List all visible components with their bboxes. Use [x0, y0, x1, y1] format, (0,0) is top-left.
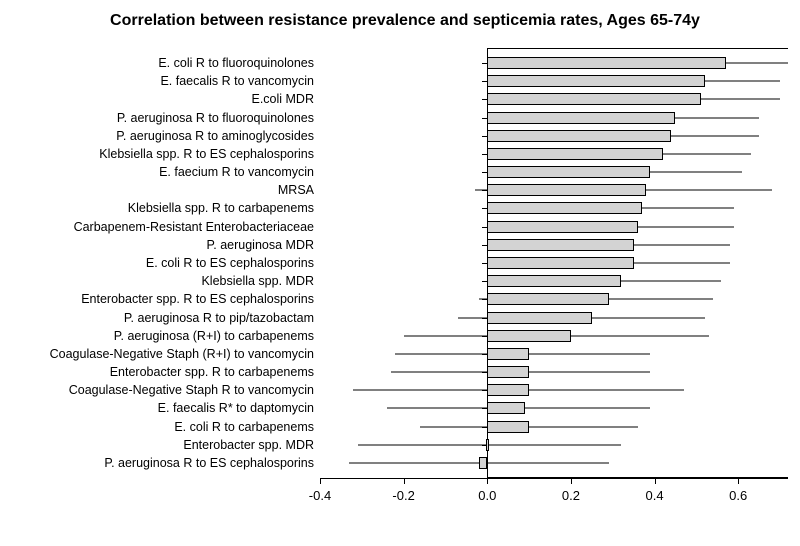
bar [487, 130, 671, 142]
bar [487, 275, 621, 287]
bar [487, 239, 633, 251]
x-tick [487, 478, 488, 484]
x-axis-line [320, 478, 788, 479]
row-label: Coagulase-Negative Staph R to vancomycin [69, 383, 314, 397]
x-tick-label: 0.4 [645, 488, 663, 503]
x-tick-label: 0.0 [478, 488, 496, 503]
x-tick [320, 478, 321, 484]
x-tick-label: 0.6 [729, 488, 747, 503]
bar [487, 384, 529, 396]
row-label: P. aeruginosa R to fluoroquinolones [117, 111, 314, 125]
chart-title: Correlation between resistance prevalenc… [0, 12, 800, 30]
row-label: Enterobacter spp. R to ES cephalosporins [81, 292, 314, 306]
x-tick [655, 478, 656, 484]
row-label: Enterobacter spp. MDR [183, 438, 314, 452]
row-label: P. aeruginosa (R+I) to carbapenems [114, 329, 314, 343]
bar [487, 293, 608, 305]
row-label: E. coli R to ES cephalosporins [146, 256, 314, 270]
row-label: Coagulase-Negative Staph (R+I) to vancom… [50, 347, 314, 361]
row-label: Carbapenem-Resistant Enterobacteriaceae [74, 220, 314, 234]
plot-area: E. coli R to fluoroquinolones E. faecalis… [0, 48, 800, 508]
row-label: Klebsiella spp. R to carbapenems [128, 201, 314, 215]
bar [487, 112, 675, 124]
bar [479, 457, 487, 469]
bar [487, 330, 571, 342]
bar [486, 439, 489, 451]
bar [487, 312, 592, 324]
bar [487, 184, 646, 196]
ci-whisker [358, 444, 621, 445]
bar [487, 75, 704, 87]
row-label: E. faecalis R to vancomycin [160, 74, 314, 88]
row-label: P. aeruginosa R to aminoglycosides [116, 129, 314, 143]
x-tick-label: -0.4 [309, 488, 331, 503]
bar [487, 257, 633, 269]
row-label: E. faecium R to vancomycin [159, 165, 314, 179]
x-tick [738, 478, 739, 484]
row-label: P. aeruginosa MDR [207, 238, 314, 252]
chart-container: Correlation between resistance prevalenc… [0, 0, 800, 546]
row-label: Klebsiella spp. R to ES cephalosporins [99, 147, 314, 161]
row-label: E. faecalis R* to daptomycin [158, 401, 314, 415]
row-label: Klebsiella spp. MDR [201, 274, 314, 288]
row-label: P. aeruginosa R to pip/tazobactam [124, 311, 314, 325]
bars-area: -0.4-0.20.00.20.40.6 [320, 48, 780, 508]
x-tick [571, 478, 572, 484]
bar [487, 221, 638, 233]
row-label: P. aeruginosa R to ES cephalosporins [104, 456, 314, 470]
row-label: E. coli R to fluoroquinolones [158, 56, 314, 70]
x-tick [404, 478, 405, 484]
bar [487, 348, 529, 360]
bar [487, 166, 650, 178]
y-labels: E. coli R to fluoroquinolones E. faecalis… [0, 48, 320, 508]
x-tick-label: 0.2 [562, 488, 580, 503]
bar [487, 402, 525, 414]
row-label: E.coli MDR [251, 92, 314, 106]
row-label: E. coli R to carbapenems [174, 420, 314, 434]
ci-whisker [420, 426, 637, 427]
bar [487, 148, 663, 160]
x-tick-label: -0.2 [392, 488, 414, 503]
row-label: Enterobacter spp. R to carbapenems [110, 365, 314, 379]
row-label: MRSA [278, 183, 314, 197]
bar [487, 57, 725, 69]
bar [487, 421, 529, 433]
bar [487, 366, 529, 378]
bar [487, 202, 642, 214]
bar [487, 93, 700, 105]
